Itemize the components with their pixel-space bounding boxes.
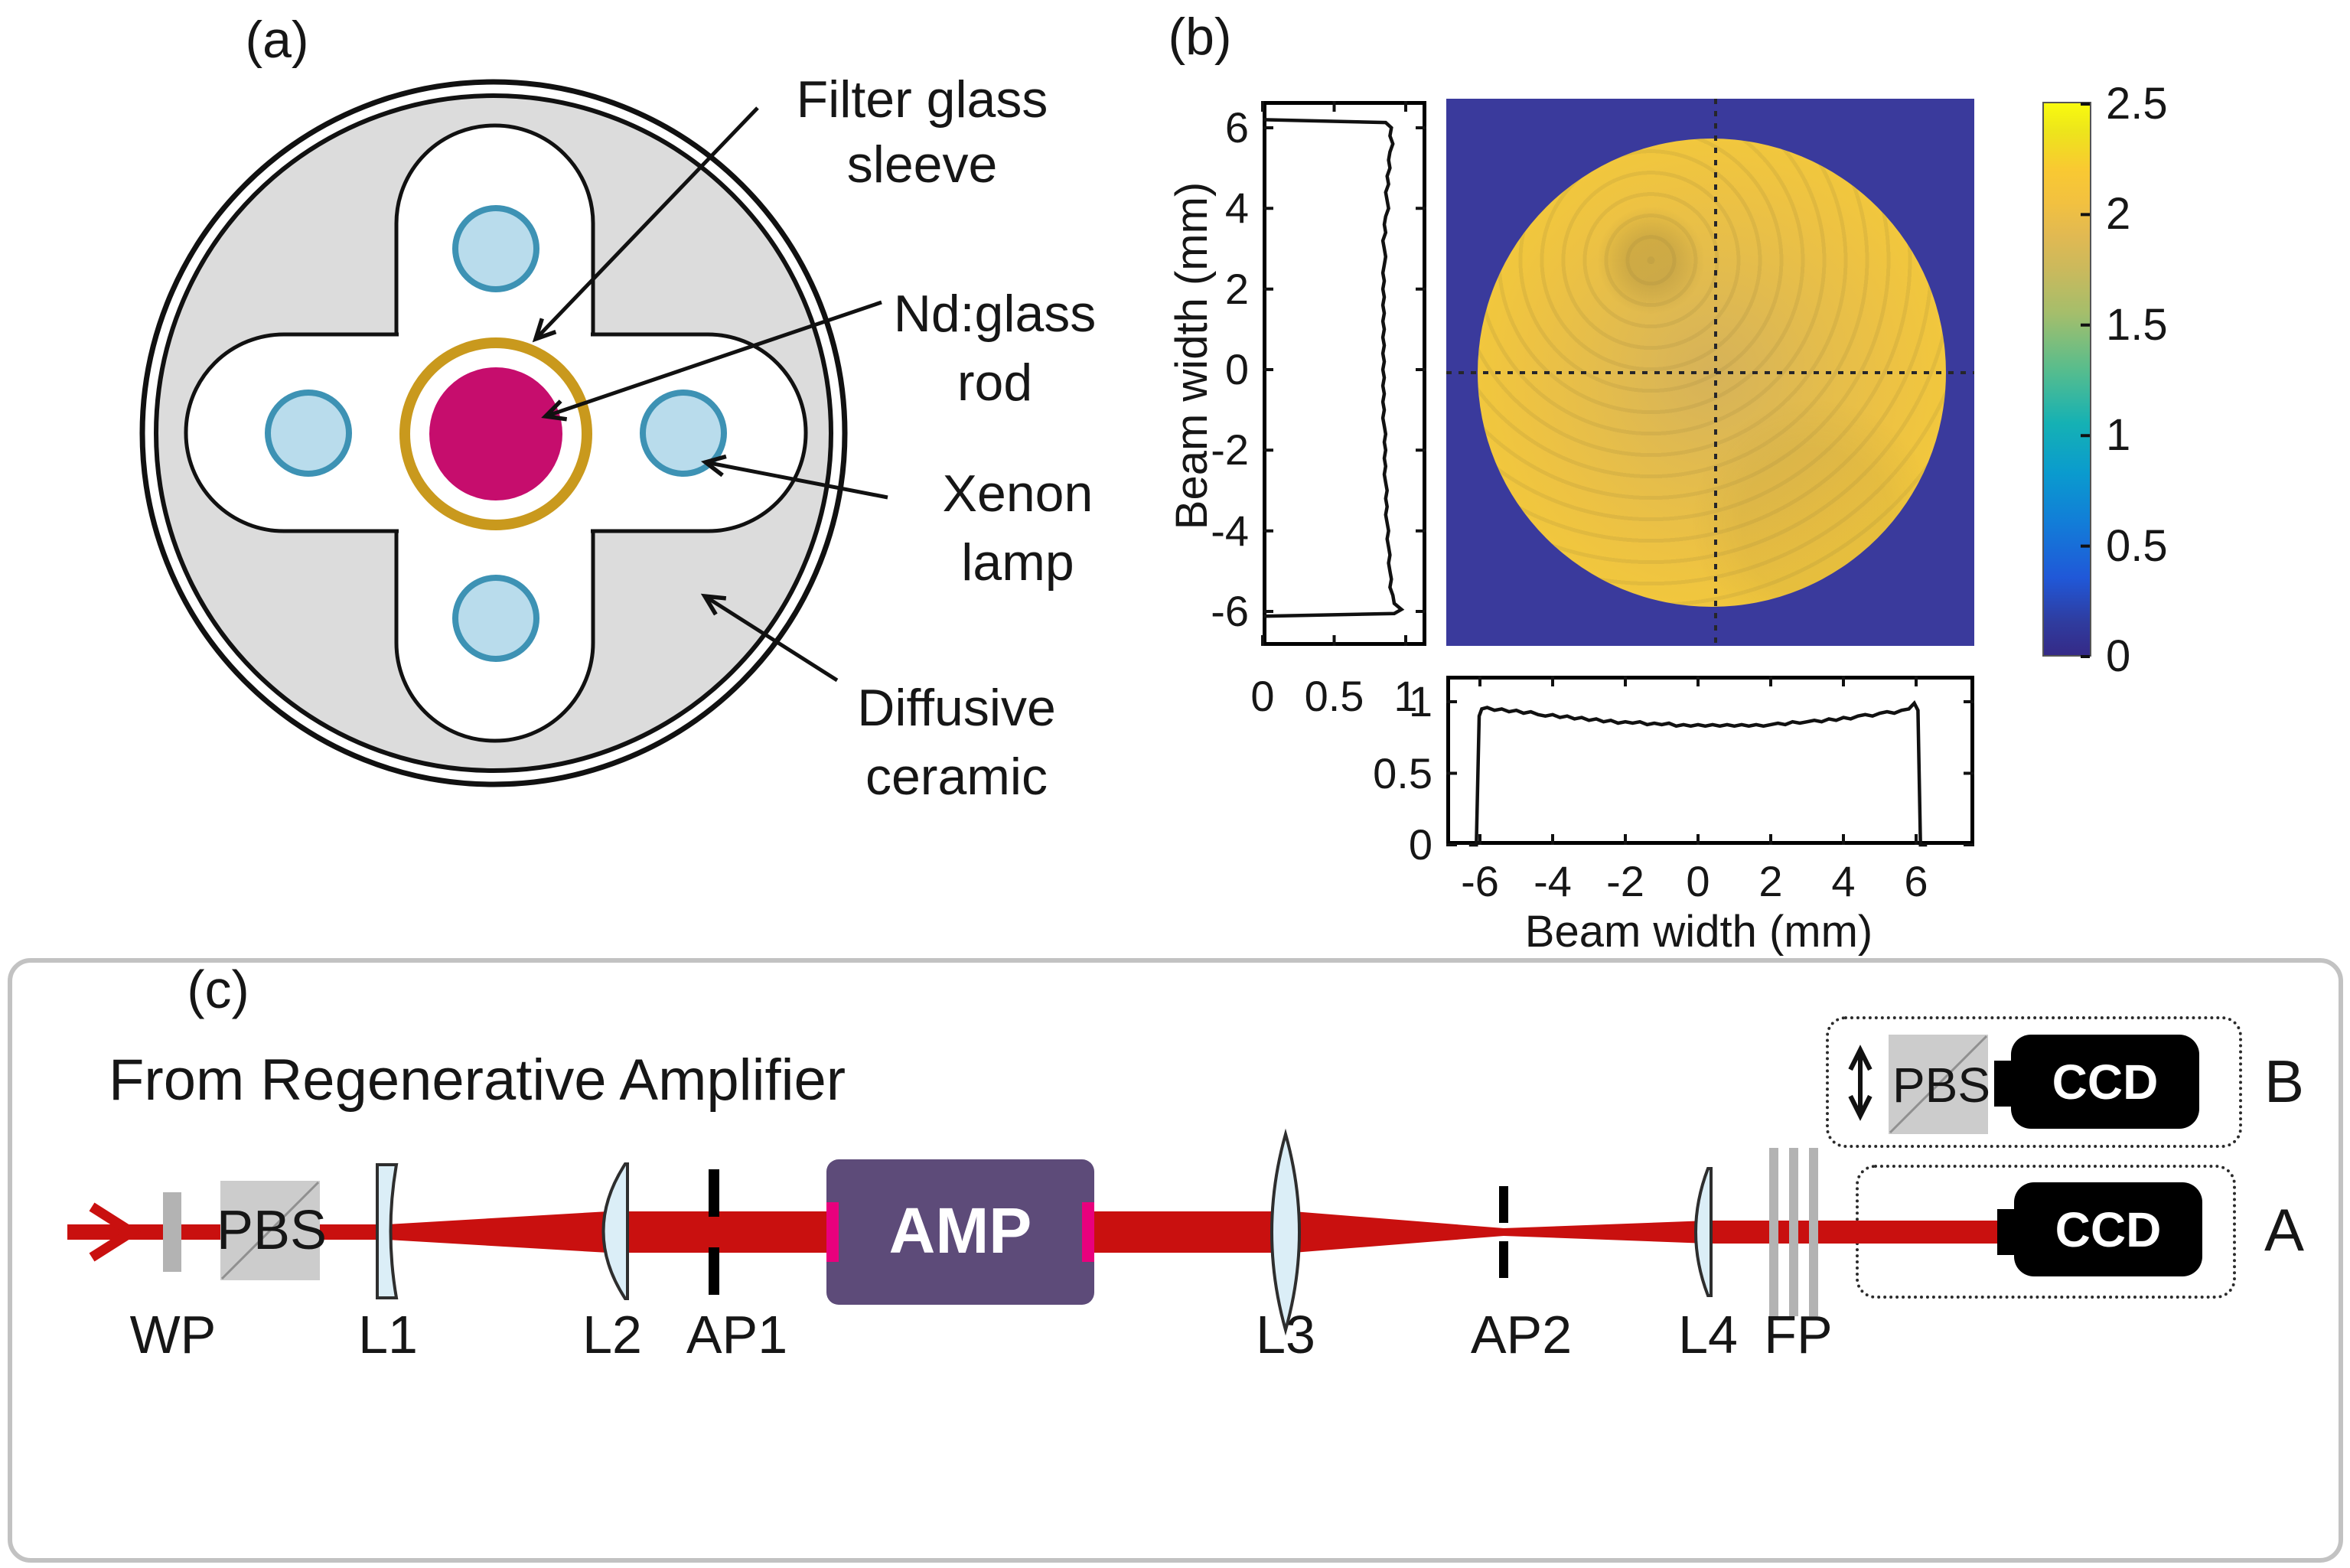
tick-label: 4 [1831,857,1856,905]
label-ap2: AP2 [1470,1305,1573,1364]
label-wp: WP [129,1305,217,1364]
left-plot-ylabel: Beam width (mm) [1167,181,1217,530]
xenon-lamp-top [452,205,539,292]
tick-label: 0 [1686,857,1710,905]
label-l3: L3 [1256,1305,1315,1364]
amp-label: AMP [888,1195,1032,1266]
arrow-diffusive-ceramic [700,593,839,683]
arrow-nd-glass-rod [541,300,882,422]
tick-label: 4 [1224,184,1249,233]
label-ap1: AP1 [686,1305,788,1364]
panel-a-label: (a) [245,11,309,69]
chamber-outer-wall [139,79,848,787]
label-l4: L4 [1678,1305,1738,1364]
tick-label: 2 [1758,857,1783,905]
path-a-label: A [2264,1196,2305,1263]
annotation-ndglass-line2: rod [957,354,1033,412]
tick-label: 2.5 [2106,79,2168,129]
chamber-body [139,79,848,787]
tick-label: -4 [1534,857,1572,905]
ccd-a-label: CCD [2055,1202,2162,1257]
arrow-xenon-lamp [700,454,888,500]
tick-label: -4 [1211,506,1249,555]
tick-label: 1 [1393,672,1418,720]
tick-label: 0.5 [1304,672,1364,720]
tick-label: 1 [2106,410,2131,461]
diffusive-ceramic-body [154,93,833,773]
tick-label: 0 [1250,672,1275,720]
panel-c-label: (c) [187,960,249,1019]
path-b-label: B [2264,1048,2305,1115]
tick-label: 0.5 [2106,520,2168,571]
tick-label: 2 [1224,264,1249,313]
tick-label: 1 [1408,677,1432,725]
tick-label: -6 [1461,857,1499,905]
pbs-main-label: PBS [216,1200,328,1261]
tick-label: 6 [1224,103,1249,152]
annotation-filter-glass-line1: Filter glass [796,70,1048,129]
annotation-xenon-line2: lamp [961,533,1074,592]
tick-label: 2 [2106,189,2131,240]
annotation-arrows [532,106,888,683]
annotation-ndglass-line1: Nd:glass [893,285,1097,343]
source-label: From Regenerative Amplifier [109,1048,846,1113]
horizontal-lineout-plot [1446,676,1974,845]
label-l2: L2 [582,1305,642,1364]
bottom-plot-xlabel: Beam width (mm) [1524,907,1873,957]
arrow-filter-glass-sleeve [532,106,759,343]
ccd-b-label: CCD [2052,1055,2159,1110]
annotation-xenon-line1: Xenon [942,465,1094,523]
tick-label: 0 [1408,820,1432,869]
tick-label: -6 [1211,587,1249,636]
xenon-lamp-bottom [452,575,539,662]
tick-label: -2 [1211,425,1249,474]
tick-label: 0 [1224,345,1249,393]
annotation-ceramic-line2: ceramic [865,748,1048,806]
tick-label: 6 [1904,857,1928,905]
xenon-lamps [265,205,727,662]
xenon-lamp-right [640,390,727,477]
xenon-lamp-left [265,390,352,477]
cross-cavity [184,123,808,743]
pbs-b-label: PBS [1892,1058,1991,1113]
colorbar [2042,102,2091,657]
tick-label: 1.5 [2106,299,2168,350]
tick-label: -2 [1606,857,1644,905]
tick-label: 0.5 [1373,748,1432,797]
panel-b-label: (b) [1168,8,1232,66]
diagnostic-path-b-box [1826,1016,2242,1148]
nd-glass-rod-circle [429,367,562,500]
crosshair-horizontal [1446,371,1974,374]
label-fp: FP [1764,1305,1833,1364]
label-l1: L1 [358,1305,418,1364]
tick-label: 0 [2106,631,2131,681]
annotation-filter-glass-line2: sleeve [846,135,998,194]
filter-glass-sleeve-ring [399,337,592,530]
vertical-lineout-plot [1263,101,1426,646]
diagnostic-path-a-box [1856,1165,2236,1299]
annotation-ceramic-line1: Diffusive [857,679,1056,737]
